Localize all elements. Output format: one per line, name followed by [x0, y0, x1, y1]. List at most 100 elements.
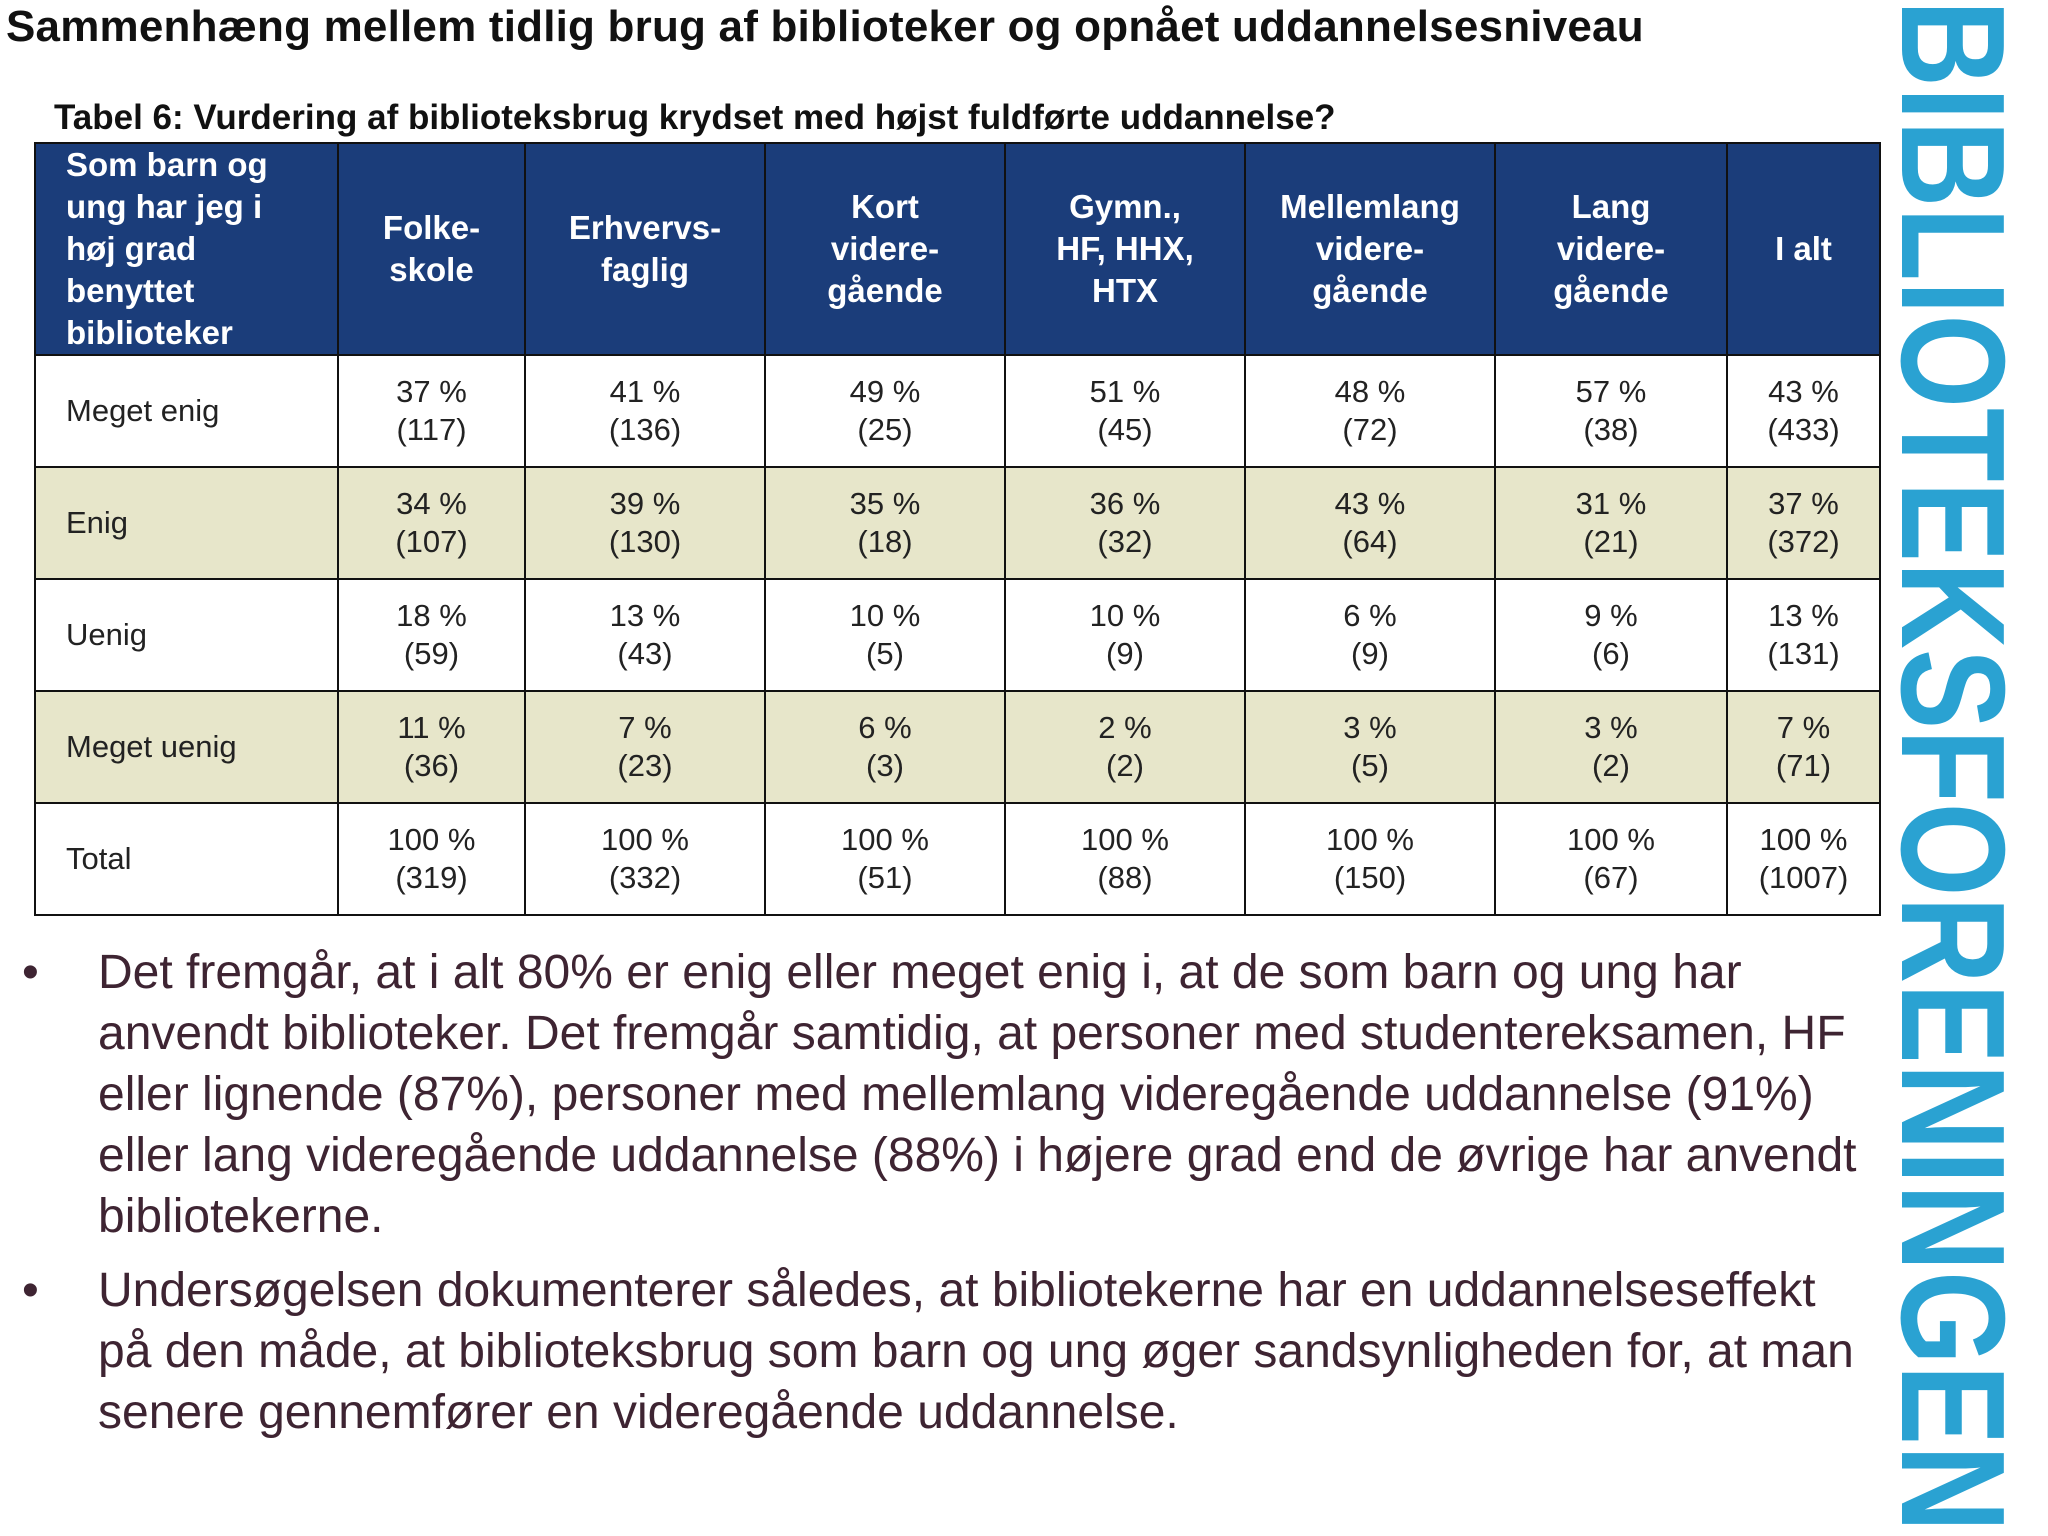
- table-cell: 37 % (117): [337, 354, 526, 468]
- table-row: Total 100 % (319) 100 % (332) 100 % (51) 100 %(…: [34, 802, 1881, 916]
- cell-percent: 49 %: [849, 374, 921, 409]
- cell-count: (1007): [1758, 860, 1849, 895]
- cell-count: (38): [1583, 412, 1639, 447]
- cell-count: (36): [403, 748, 460, 783]
- cell-percent: 13 %: [1768, 598, 1839, 633]
- column-header-lang-videregaaende: Lang videre- gående: [1494, 142, 1728, 356]
- table-body: Meget enig 37 % (117) 41 % (136) 49 % (25) 51 %…: [34, 354, 1881, 916]
- table-cell: 41 % (136): [524, 354, 766, 468]
- row-label: Uenig: [34, 578, 339, 692]
- table-row: Uenig 18 % (59) 13 % (43) 10 % (5) 10 % (9) 6 % (9…: [34, 578, 1881, 692]
- cell-count: (64): [1342, 524, 1398, 559]
- cell-count: (45): [1097, 412, 1153, 447]
- cell-count: (117): [396, 412, 467, 447]
- cell-percent: 34 %: [396, 486, 467, 521]
- column-header-i-alt: I alt: [1726, 142, 1881, 356]
- cell-count: (71): [1775, 748, 1832, 783]
- table-cell: 3 % (5): [1244, 690, 1496, 804]
- table-cell: 51 % (45): [1004, 354, 1246, 468]
- cell-count: (2): [1106, 748, 1144, 783]
- cell-count: (21): [1583, 524, 1639, 559]
- cell-percent: 100 %: [387, 822, 476, 857]
- table-cell: 18 % (59): [337, 578, 526, 692]
- cell-count: (5): [866, 636, 904, 671]
- cell-count: (23): [617, 748, 673, 783]
- cell-count: (5): [1351, 748, 1389, 783]
- table-row: Meget uenig 11 % (36) 7 % (23) 6 % (3) 2 % (2) 3 …: [34, 690, 1881, 804]
- cell-count: (332): [608, 860, 682, 895]
- table-header-row: Som barn og ung har jeg i høj grad benyt…: [34, 142, 1881, 356]
- table-cell: 34 % (107): [337, 466, 526, 580]
- bullet-item: • Undersøgelsen dokumenterer således, at…: [0, 1260, 1860, 1443]
- cell-percent: 100 %: [601, 822, 689, 857]
- cell-count: (72): [1342, 412, 1398, 447]
- cell-count: (3): [866, 748, 904, 783]
- cell-percent: 18 %: [396, 598, 467, 633]
- cell-percent: 51 %: [1089, 374, 1161, 409]
- cell-count: (51): [857, 860, 913, 895]
- cell-count: (130): [608, 524, 682, 559]
- cell-percent: 100 %: [1567, 822, 1655, 857]
- cell-percent: 100 %: [1081, 822, 1169, 857]
- cell-count: (59): [403, 636, 460, 671]
- table-cell: 49 % (25): [764, 354, 1006, 468]
- cell-count: (372): [1767, 524, 1840, 559]
- table-row: Meget enig 37 % (117) 41 % (136) 49 % (25) 51 %…: [34, 354, 1881, 468]
- table-cell: 7 % (23): [524, 690, 766, 804]
- table-cell: 13 % (43): [524, 578, 766, 692]
- bullet-text: Undersøgelsen dokumenterer således, at b…: [98, 1264, 1854, 1439]
- cell-percent: 41 %: [609, 374, 681, 409]
- table-caption: Tabel 6: Vurdering af biblioteksbrug kry…: [54, 98, 1336, 137]
- cell-count: (9): [1351, 636, 1389, 671]
- cell-count: (319): [395, 860, 468, 895]
- table-cell: 10 % (5): [764, 578, 1006, 692]
- cell-count: (32): [1097, 524, 1153, 559]
- cell-percent: 6 %: [1343, 598, 1397, 633]
- cell-count: (88): [1097, 860, 1153, 895]
- cell-percent: 48 %: [1334, 374, 1406, 409]
- table-row: Enig 34 % (107) 39 % (130) 35 % (18) 36 % (32) 43…: [34, 466, 1881, 580]
- bullet-item: • Det fremgår, at i alt 80% er enig elle…: [0, 942, 1860, 1247]
- table-cell: 11 % (36): [337, 690, 526, 804]
- column-header-erhvervsfaglig: Erhvervs- faglig: [524, 142, 766, 356]
- cell-percent: 3 %: [1584, 710, 1638, 745]
- table-cell: 48 % (72): [1244, 354, 1496, 468]
- cell-percent: 31 %: [1575, 486, 1647, 521]
- table-cell: 9 % (6): [1494, 578, 1728, 692]
- table-cell: 13 % (131): [1726, 578, 1881, 692]
- cell-percent: 7 %: [618, 710, 672, 745]
- cell-percent: 43 %: [1334, 486, 1406, 521]
- table-corner-header: Som barn og ung har jeg i høj grad benyt…: [34, 142, 339, 356]
- bullet-list: • Det fremgår, at i alt 80% er enig elle…: [0, 942, 1860, 1456]
- table-cell: 43 % (433): [1726, 354, 1881, 468]
- cell-percent: 10 %: [849, 598, 921, 633]
- cell-percent: 100 %: [1326, 822, 1414, 857]
- cell-count: (6): [1592, 636, 1630, 671]
- table-cell: 100 % (319): [337, 802, 526, 916]
- cell-percent: 3 %: [1343, 710, 1397, 745]
- cell-count: (2): [1592, 748, 1630, 783]
- table-cell: 100 % (67): [1494, 802, 1728, 916]
- cell-percent: 35 %: [849, 486, 921, 521]
- slide-title: Sammenhæng mellem tidlig brug af bibliot…: [6, 2, 1644, 51]
- column-header-mellemlang-videregaaende: Mellemlang videre- gående: [1244, 142, 1496, 356]
- row-label: Enig: [34, 466, 339, 580]
- table-cell: 2 % (2): [1004, 690, 1246, 804]
- table-cell: 39 % (130): [524, 466, 766, 580]
- table-cell: 6 % (9): [1244, 578, 1496, 692]
- table-cell: 6 % (3): [764, 690, 1006, 804]
- table-cell: 100 % (1007): [1726, 802, 1881, 916]
- cell-percent: 43 %: [1768, 374, 1839, 409]
- cell-percent: 37 %: [1768, 486, 1839, 521]
- cell-percent: 57 %: [1575, 374, 1647, 409]
- cell-count: (107): [395, 524, 468, 559]
- cell-percent: 13 %: [609, 598, 681, 633]
- table-cell: 57 % (38): [1494, 354, 1728, 468]
- table-cell: 43 % (64): [1244, 466, 1496, 580]
- cell-percent: 39 %: [609, 486, 681, 521]
- cell-percent: 100 %: [841, 822, 929, 857]
- cell-count: (67): [1583, 860, 1639, 895]
- table-cell: 31 % (21): [1494, 466, 1728, 580]
- cell-percent: 10 %: [1089, 598, 1161, 633]
- cell-count: (136): [608, 412, 682, 447]
